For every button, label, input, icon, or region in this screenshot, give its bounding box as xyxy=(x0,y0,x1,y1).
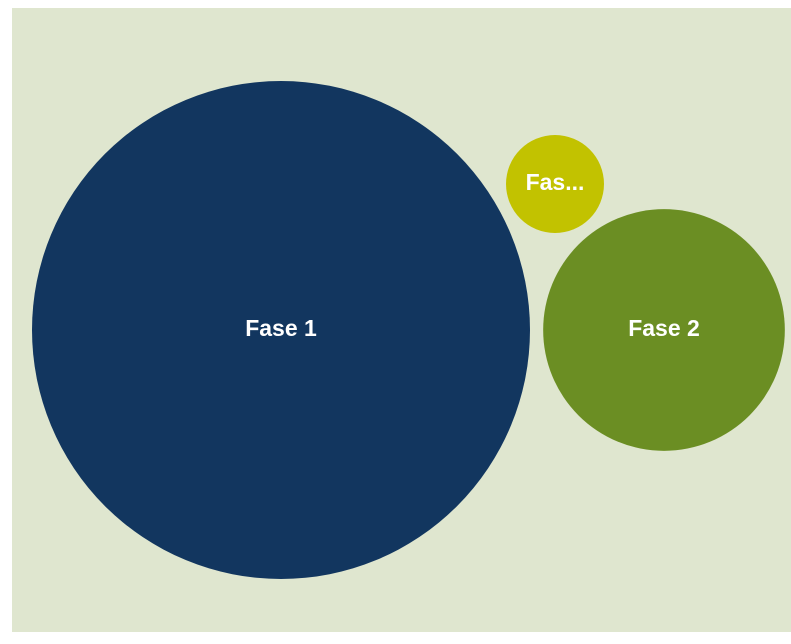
bubble-label: Fas... xyxy=(526,169,585,195)
bubble xyxy=(506,135,604,233)
bubble-label: Fase 2 xyxy=(628,315,700,341)
bubble-label: Fase 1 xyxy=(245,315,317,341)
bubble xyxy=(32,81,530,579)
bubble xyxy=(543,209,785,451)
